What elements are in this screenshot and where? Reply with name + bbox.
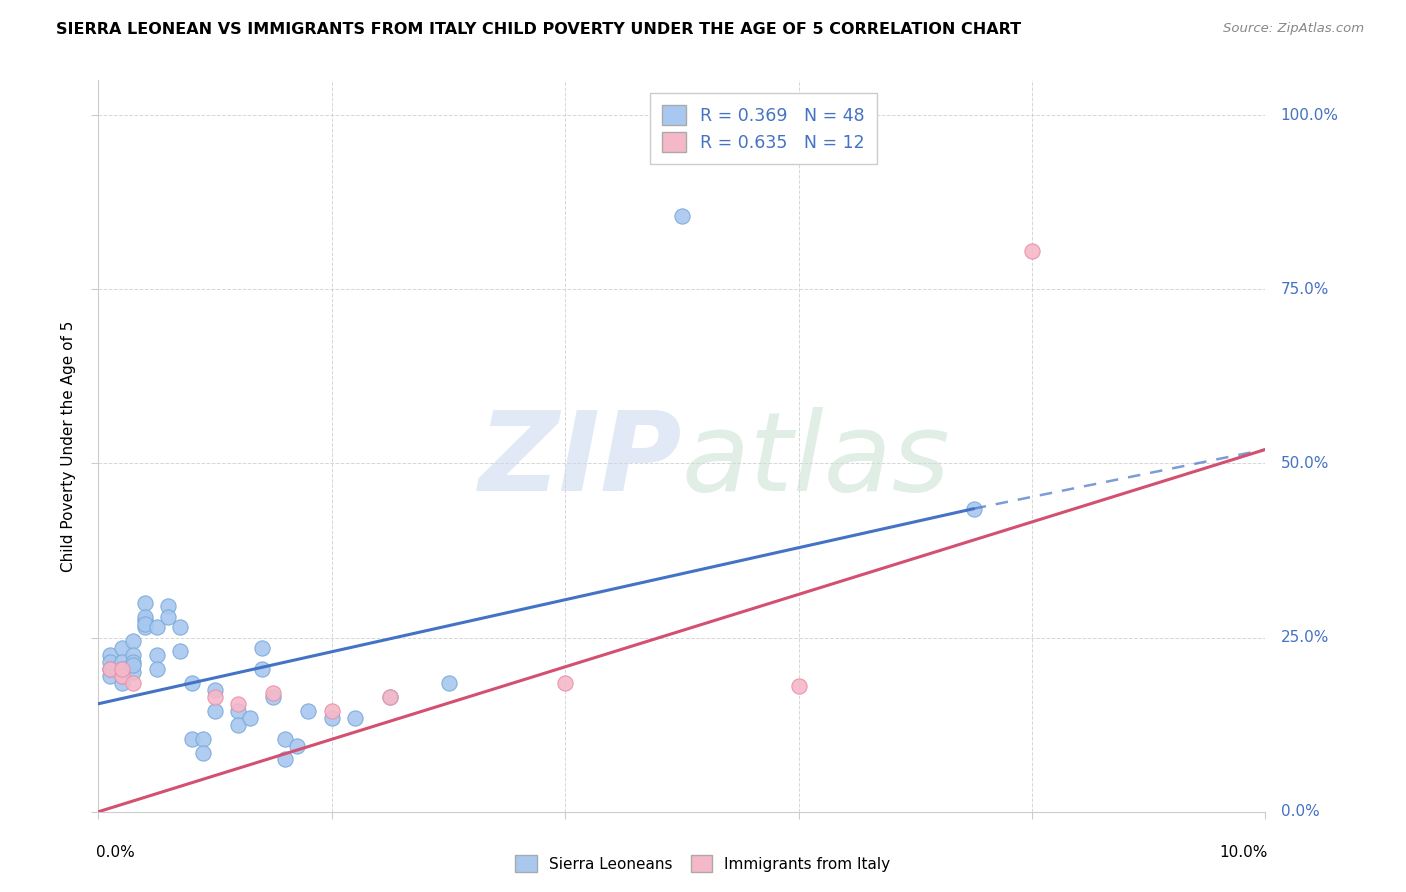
Point (204, 682, 226, 697)
Point (134, 620, 156, 634)
Point (146, 620, 169, 634)
Text: Source: ZipAtlas.com: Source: ZipAtlas.com (1223, 22, 1364, 36)
Text: SIERRA LEONEAN VS IMMIGRANTS FROM ITALY CHILD POVERTY UNDER THE AGE OF 5 CORRELA: SIERRA LEONEAN VS IMMIGRANTS FROM ITALY … (56, 22, 1021, 37)
Point (321, 704, 343, 718)
Point (98, 669, 121, 683)
Point (122, 648, 145, 662)
Text: 50.0%: 50.0% (1281, 456, 1329, 471)
Point (146, 648, 169, 662)
Point (98, 662, 121, 676)
Point (111, 669, 134, 683)
Point (262, 686, 284, 700)
Point (157, 609, 180, 624)
Point (274, 752, 297, 766)
Point (554, 676, 576, 690)
Point (344, 711, 367, 725)
Point (169, 620, 191, 634)
Point (437, 676, 460, 690)
Point (111, 640, 134, 655)
Point (262, 690, 284, 704)
Point (134, 616, 156, 631)
Text: atlas: atlas (682, 407, 950, 514)
Point (962, 501, 984, 516)
Point (111, 662, 134, 676)
Point (98, 662, 121, 676)
Point (134, 596, 156, 610)
Point (122, 655, 145, 669)
Point (122, 665, 145, 680)
Point (111, 676, 134, 690)
Point (134, 609, 156, 624)
Point (274, 731, 297, 746)
Point (180, 731, 202, 746)
Text: 0.0%: 0.0% (1281, 805, 1319, 819)
Point (111, 655, 134, 669)
Text: ZIP: ZIP (478, 407, 682, 514)
Point (193, 731, 215, 746)
Point (122, 634, 145, 648)
Point (787, 679, 810, 693)
Legend: R = 0.369   N = 48, R = 0.635   N = 12: R = 0.369 N = 48, R = 0.635 N = 12 (650, 93, 877, 164)
Text: 75.0%: 75.0% (1281, 282, 1329, 297)
Point (228, 717, 250, 731)
Point (228, 704, 250, 718)
Point (378, 690, 402, 704)
Point (250, 640, 273, 655)
Point (157, 599, 180, 614)
Point (671, 209, 693, 223)
Point (122, 658, 145, 673)
Text: 0.0%: 0.0% (96, 845, 135, 860)
Point (250, 662, 273, 676)
Point (228, 697, 250, 711)
Text: 10.0%: 10.0% (1219, 845, 1268, 860)
Point (111, 662, 134, 676)
Point (193, 746, 215, 760)
Text: 100.0%: 100.0% (1281, 108, 1339, 122)
Point (111, 669, 134, 683)
Point (98, 655, 121, 669)
Point (378, 690, 402, 704)
Point (239, 711, 262, 725)
Point (1021, 244, 1043, 258)
Point (297, 704, 319, 718)
Point (204, 704, 226, 718)
Point (98, 648, 121, 662)
Point (204, 690, 226, 704)
Legend: Sierra Leoneans, Immigrants from Italy: Sierra Leoneans, Immigrants from Italy (508, 847, 898, 880)
Point (285, 739, 308, 753)
Point (180, 676, 202, 690)
Y-axis label: Child Poverty Under the Age of 5: Child Poverty Under the Age of 5 (60, 320, 76, 572)
Point (134, 613, 156, 627)
Point (122, 676, 145, 690)
Point (321, 711, 343, 725)
Point (169, 644, 191, 658)
Point (146, 662, 169, 676)
Text: 25.0%: 25.0% (1281, 630, 1329, 645)
